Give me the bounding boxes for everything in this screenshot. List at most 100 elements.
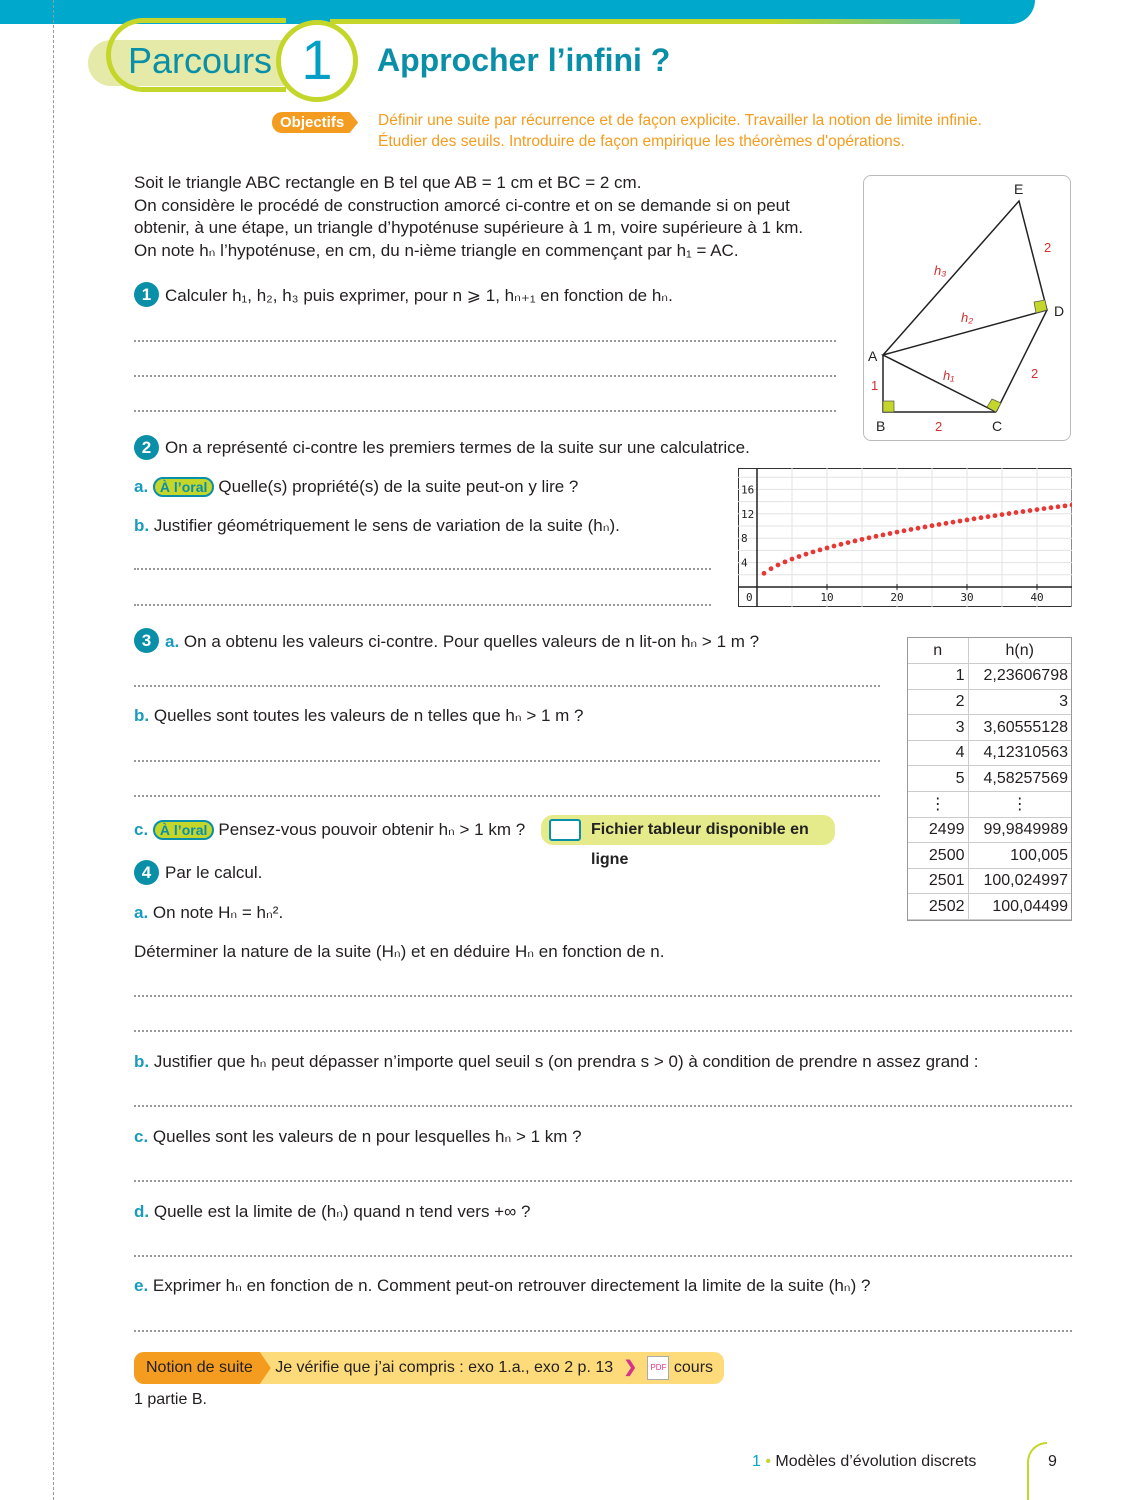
data-point — [880, 532, 886, 538]
x-tick-label: 20 — [890, 591, 903, 604]
table-row: 5 4,58257569 — [908, 765, 1071, 793]
answer-line[interactable] — [134, 1105, 1072, 1107]
n-cell: 2500 — [908, 842, 968, 869]
data-point — [901, 528, 907, 534]
question-4a-text2: Déterminer la nature de la suite (Hₙ) et… — [134, 942, 665, 961]
data-point — [866, 535, 872, 541]
item-text: Quelles sont les valeurs de n pour lesqu… — [152, 1127, 582, 1146]
page-title: Approcher l’infini ? — [377, 42, 671, 78]
footer-chapter: 1 • Modèles d’évolution discrets — [752, 1453, 977, 1470]
question-3a: a. On a obtenu les valeurs ci-contre. Po… — [165, 631, 759, 653]
table-row: 2501 100,024997 — [908, 868, 1071, 895]
item-label: b. — [134, 706, 150, 725]
data-point — [908, 527, 914, 532]
n-cell: 2501 — [908, 868, 968, 895]
data-point — [922, 524, 928, 530]
pdf-download-icon[interactable]: PDF — [647, 1355, 670, 1380]
h-value-cell: 100,04499 — [967, 893, 1071, 921]
triangle-figure: A B C D E 1 2 2 2 h₁ h₂ h₃ — [863, 175, 1071, 441]
data-point — [971, 516, 977, 522]
data-point — [964, 517, 970, 523]
question-1-text: Calculer h₁, h₂, h₃ puis exprimer, pour … — [165, 286, 673, 305]
side-label: 2 — [1044, 240, 1051, 255]
answer-line[interactable] — [134, 340, 836, 342]
point-B: B — [876, 418, 885, 434]
spreadsheet-file-link[interactable]: Fichier tableur disponible en ligne — [541, 815, 835, 868]
answer-line[interactable] — [134, 1180, 1072, 1182]
table-row: 1 2,23606798 — [908, 663, 1071, 690]
item-label: c. — [134, 1127, 149, 1146]
question-3c: c. À l’oral Pensez-vous pouvoir obtenir h… — [134, 819, 525, 841]
data-point — [852, 538, 858, 544]
top-accent-line — [330, 19, 960, 24]
data-point — [1069, 502, 1072, 508]
notion-label: Notion de suite — [134, 1352, 271, 1384]
data-point — [824, 545, 830, 551]
item-text: Justifier que hₙ peut dépasser n’importe… — [153, 1052, 979, 1071]
item-label: a. — [134, 477, 149, 496]
item-text: On note Hₙ = hₙ². — [152, 903, 284, 922]
answer-line[interactable] — [134, 375, 836, 377]
answer-line[interactable] — [134, 685, 880, 687]
answer-line[interactable] — [134, 795, 880, 797]
answer-line[interactable] — [134, 1330, 1072, 1332]
origin-label: 0 — [746, 591, 753, 604]
question-4-text: Par le calcul. — [165, 863, 263, 882]
x-tick-label: 40 — [1030, 591, 1043, 604]
item-text: Pensez-vous pouvoir obtenir hₙ > 1 km ? — [218, 820, 526, 839]
point-C: C — [992, 418, 1002, 434]
oral-badge: À l’oral — [152, 477, 215, 497]
data-point — [1048, 505, 1054, 511]
h-value-cell: 100,005 — [967, 842, 1071, 869]
h-value-cell: 4,58257569 — [967, 765, 1071, 793]
answer-line[interactable] — [134, 995, 1072, 997]
data-point — [887, 531, 893, 536]
question-4b: b. Justifier que hₙ peut dépasser n’impo… — [134, 1051, 979, 1073]
data-point — [1041, 506, 1047, 512]
table-row: 2499 99,9849989 — [908, 817, 1071, 844]
data-point — [1062, 503, 1068, 509]
data-point — [803, 551, 809, 557]
data-point — [929, 523, 935, 529]
chapter-title: Modèles d’évolution discrets — [775, 1453, 977, 1470]
point-D: D — [1054, 303, 1064, 319]
item-text: Justifier géométriquement le sens de var… — [153, 516, 620, 535]
data-point — [796, 554, 802, 559]
table-row: 2500 100,005 — [908, 842, 1071, 869]
intro-line: Soit le triangle ABC rectangle en B tel … — [134, 173, 642, 192]
side-label: 1 — [871, 378, 878, 393]
answer-line[interactable] — [134, 410, 836, 412]
item-label: c. — [134, 820, 149, 839]
answer-line[interactable] — [134, 760, 880, 762]
n-cell: 2499 — [908, 817, 968, 844]
data-point — [985, 514, 991, 520]
question-2a: a. À l’oral Quelle(s) propriété(s) de la … — [134, 476, 578, 498]
answer-line[interactable] — [134, 1255, 1072, 1257]
objectifs-text: Définir une suite par récurrence et de f… — [378, 110, 982, 152]
data-point — [859, 536, 865, 542]
table-header: h(n) — [967, 638, 1071, 665]
parcours-ring — [106, 18, 286, 92]
answer-line[interactable] — [134, 568, 711, 570]
notion-banner: Notion de suite Je vérifie que j’ai comp… — [134, 1352, 724, 1408]
answer-line[interactable] — [134, 1030, 1072, 1032]
question-2b: b. Justifier géométriquement le sens de … — [134, 515, 620, 537]
item-label: d. — [134, 1202, 150, 1221]
item-text: Quelles sont toutes les valeurs de n tel… — [153, 706, 584, 725]
verify-text: Je vérifie que j’ai compris : exo 1.a., … — [275, 1359, 614, 1376]
chevron-right-icon: ❯ — [623, 1359, 637, 1376]
data-point — [817, 547, 823, 553]
parcours-label: Parcours — [128, 40, 273, 81]
item-label: a. — [134, 903, 149, 922]
data-point — [761, 570, 767, 576]
values-table: n h(n) 1 2,23606798 2 3 3 3,60555128 4 4,1231056… — [907, 637, 1072, 922]
data-point — [1020, 509, 1026, 514]
x-tick-label: 30 — [960, 591, 973, 604]
data-point — [831, 543, 837, 549]
data-point — [845, 540, 851, 545]
cours-link[interactable]: cours 1 partie B. — [134, 1359, 714, 1408]
answer-line[interactable] — [134, 604, 711, 606]
spreadsheet-file-label: Fichier tableur disponible en ligne — [591, 821, 809, 868]
footer-divider — [1027, 1442, 1047, 1500]
hyp-label: h₃ — [934, 263, 946, 278]
